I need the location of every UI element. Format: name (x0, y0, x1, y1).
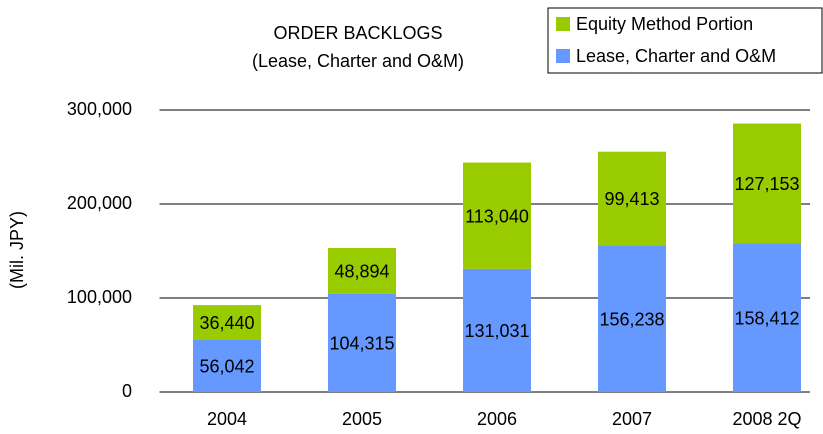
chart-subtitle: (Lease, Charter and O&M) (252, 51, 464, 71)
data-label: 56,042 (199, 356, 254, 376)
data-label: 158,412 (734, 308, 799, 328)
bar-segment (328, 293, 396, 392)
legend-box (547, 7, 823, 74)
y-tick-label: 300,000 (67, 99, 132, 119)
bar-segment (193, 339, 261, 392)
bar-segment (463, 268, 531, 392)
x-tick-label: 2004 (207, 409, 247, 429)
data-label: 48,894 (334, 262, 389, 282)
x-tick-label: 2005 (342, 409, 382, 429)
bar-segment (598, 151, 666, 246)
bar-segment (463, 162, 531, 269)
bar-segment (733, 243, 801, 392)
data-label: 113,040 (465, 206, 529, 226)
legend-swatch (556, 49, 570, 63)
x-tick-label: 2007 (612, 409, 652, 429)
legend-swatch (556, 17, 570, 31)
bar-segment (328, 247, 396, 294)
x-tick-label: 2008 2Q (732, 409, 801, 429)
y-tick-label: 100,000 (67, 287, 132, 307)
legend-label: Lease, Charter and O&M (576, 46, 776, 66)
legend-label: Equity Method Portion (576, 14, 753, 34)
bar-segment (598, 245, 666, 392)
data-label: 104,315 (329, 334, 394, 354)
data-label: 156,238 (599, 309, 664, 329)
data-label: 127,153 (734, 174, 799, 194)
bar-segment (193, 305, 261, 340)
chart-title: ORDER BACKLOGS (273, 23, 442, 43)
y-tick-label: 0 (122, 381, 132, 401)
data-label: 131,031 (464, 321, 529, 341)
bar-segment (733, 123, 801, 244)
y-axis-label: (Mil. JPY) (7, 211, 27, 289)
data-label: 99,413 (604, 189, 659, 209)
x-tick-label: 2006 (477, 409, 517, 429)
y-tick-label: 200,000 (67, 193, 132, 213)
data-label: 36,440 (199, 313, 254, 333)
